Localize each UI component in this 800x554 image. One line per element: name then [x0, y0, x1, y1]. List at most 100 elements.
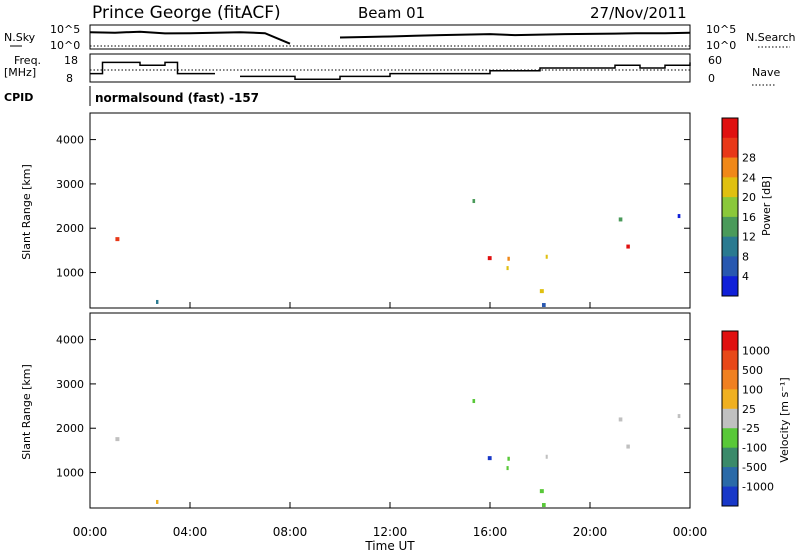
freq-left-label: Freq. — [14, 54, 41, 67]
power-cell — [156, 299, 159, 304]
x-axis-label: Time UT — [364, 539, 415, 553]
date-title: 27/Nov/2011 — [590, 4, 687, 22]
velocity-cbar-label: Velocity [m s⁻¹] — [778, 377, 791, 462]
y-tick-label: 3000 — [56, 378, 84, 391]
noise-series-group — [89, 30, 691, 47]
colorbar-swatch — [722, 256, 738, 277]
power-cell — [487, 256, 492, 261]
velocity-cell — [506, 466, 509, 471]
freq-right-tick-bottom: 0 — [708, 72, 715, 85]
power-data-group — [115, 199, 681, 308]
y-tick-label: 4000 — [56, 134, 84, 147]
colorbar-swatch — [722, 369, 738, 390]
colorbar-tick-label: -25 — [742, 422, 760, 435]
colorbar-tick-label: 1000 — [742, 344, 770, 357]
colorbar-tick-label: -500 — [742, 461, 767, 474]
power-cell — [541, 303, 546, 308]
colorbar-swatch — [722, 157, 738, 178]
colorbar-tick-label: -100 — [742, 442, 767, 455]
colorbar-tick-label: -1000 — [742, 481, 774, 494]
noise-right-label: N.Search — [746, 31, 796, 44]
power-cell — [545, 254, 548, 259]
colorbar-tick-label: 4 — [742, 270, 749, 283]
power-cell — [472, 199, 476, 204]
colorbar-swatch — [722, 177, 738, 198]
x-tick-label: 00:00 — [73, 525, 108, 539]
x-tick-label: 20:00 — [573, 525, 608, 539]
velocity-cell — [539, 489, 544, 494]
x-tick-label: 12:00 — [373, 525, 408, 539]
colorbar-swatch — [722, 118, 738, 139]
colorbar-tick-label: 24 — [742, 171, 756, 184]
power-cbar-label: Power [dB] — [760, 176, 773, 236]
x-tick-label: 16:00 — [473, 525, 508, 539]
power-cell — [506, 266, 509, 271]
power-cell — [539, 289, 544, 294]
velocity-cell — [507, 456, 510, 461]
colorbar-tick-label: 500 — [742, 364, 763, 377]
frequency-line — [90, 61, 215, 75]
colorbar-tick-label: 100 — [742, 383, 763, 396]
y-tick-label: 2000 — [56, 222, 84, 235]
colorbar-swatch — [722, 216, 738, 238]
noise-line — [339, 31, 691, 39]
y-tick-label: 3000 — [56, 178, 84, 191]
power-cell — [626, 244, 630, 249]
y-tick-label: 1000 — [56, 467, 84, 480]
x-tick-label: 00:00 — [673, 525, 708, 539]
cpid-label: CPID — [4, 91, 33, 104]
velocity-y-axis: 1000 2000 3000 4000 — [56, 334, 690, 480]
colorbar-tick-label: 16 — [742, 211, 756, 224]
velocity-colorbar: 1000 500 100 25 -25 -100 -500 -1000 — [721, 330, 774, 507]
colorbar-swatch — [722, 389, 738, 410]
velocity-cell — [487, 456, 492, 461]
velocity-cell — [545, 454, 548, 459]
freq-left-tick-top: 18 — [64, 54, 78, 67]
freq-left-unit: [MHz] — [4, 66, 36, 79]
colorbar-swatch — [722, 447, 738, 468]
noise-right-tick-top: 10^5 — [706, 23, 736, 36]
frequency-series-group — [90, 61, 691, 80]
x-tick-label: 08:00 — [273, 525, 308, 539]
velocity-cell — [618, 417, 623, 422]
freq-right-label: Nave — [752, 66, 780, 79]
noise-right-tick-bottom: 10^0 — [706, 39, 736, 52]
colorbar-swatch — [722, 486, 738, 507]
cpid-text: normalsound (fast) -157 — [95, 91, 259, 105]
colorbar-swatch — [722, 428, 738, 449]
velocity-cell — [677, 414, 681, 419]
power-cell — [618, 217, 623, 222]
velocity-cell — [156, 499, 159, 504]
colorbar-tick-label: 12 — [742, 231, 756, 244]
freq-right-tick-top: 60 — [708, 54, 722, 67]
colorbar-tick-label: 25 — [742, 403, 756, 416]
noise-left-tick-bottom: 10^0 — [50, 39, 80, 52]
colorbar-swatch — [722, 137, 738, 159]
velocity-cell — [626, 444, 630, 449]
y-tick-label: 1000 — [56, 267, 84, 280]
noise-line — [89, 30, 291, 45]
beam-title: Beam 01 — [358, 4, 425, 22]
y-tick-label: 4000 — [56, 334, 84, 347]
colorbar-swatch — [722, 276, 738, 297]
colorbar-swatch — [722, 197, 738, 218]
power-colorbar: 4 8 12 16 20 24 28 — [721, 117, 756, 297]
time-x-axis: 00:00 04:00 08:00 12:00 16:00 20:00 00:00 — [73, 302, 708, 539]
power-cell — [507, 256, 510, 261]
velocity-cell — [115, 437, 120, 442]
power-cell — [677, 214, 681, 219]
colorbar-swatch — [722, 331, 738, 351]
x-tick-label: 04:00 — [173, 525, 208, 539]
noise-left-tick-top: 10^5 — [50, 23, 80, 36]
power-ylabel: Slant Range [km] — [20, 164, 33, 260]
noise-panel: N.Sky 10^5 10^0 10^5 10^0 N.Search — [4, 23, 796, 52]
velocity-data-group — [115, 399, 681, 508]
freq-left-tick-bottom: 8 — [66, 72, 73, 85]
velocity-ylabel: Slant Range [km] — [20, 364, 33, 460]
colorbar-swatch — [722, 408, 738, 429]
velocity-panel: 1000 2000 3000 4000 Slant Range [km] 1000 50… — [20, 312, 791, 509]
power-panel: 1000 2000 3000 4000 Slant Range [km] 4 8 12 16… — [20, 112, 773, 309]
colorbar-swatch — [722, 350, 738, 371]
y-tick-label: 2000 — [56, 422, 84, 435]
